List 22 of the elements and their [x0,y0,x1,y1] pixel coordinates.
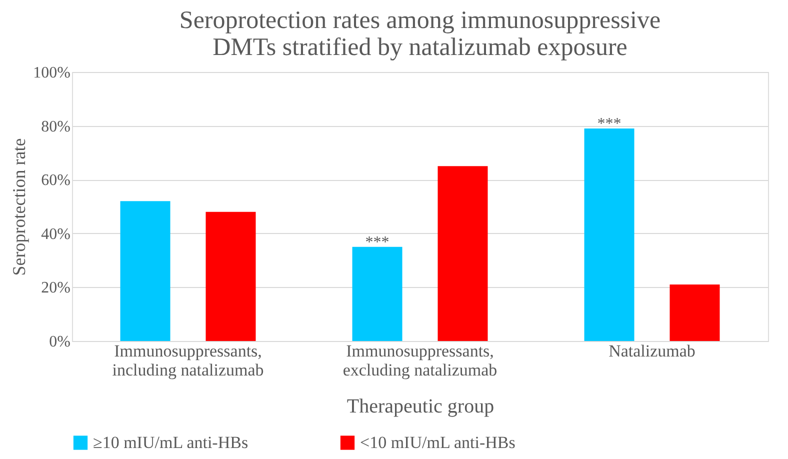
y-tick-label: 0% [49,334,70,350]
y-axis-title: Seroprotection rate [9,138,30,276]
chart-title: Seroprotection rates among immunosuppressive DMTs stratified by natalizumab exposure [179,7,661,61]
y-tick-label: 20% [41,280,70,297]
y-tick-label: 80% [41,118,70,136]
bar [120,201,170,341]
y-tick-label: 40% [41,226,70,243]
legend-label: <10 mIU/mL anti-HBs [360,432,516,452]
x-axis-title: Therapeutic group [346,396,494,418]
y-tick-label: 100% [33,64,70,82]
bar [584,128,634,341]
legend-label: ≥10 mIU/mL anti-HBs [93,432,248,452]
bar [352,246,402,341]
y-tick-label: 60% [41,172,70,190]
data-label: *** [597,115,622,132]
x-tick-label: Immunosuppressants, excluding natalizumab [342,342,498,380]
x-tick-label: Natalizumab [608,342,696,360]
bar [670,284,720,341]
x-tick-label: Immunosuppressants, including natalizumab [112,342,264,380]
data-label: *** [365,234,390,251]
bar [206,212,256,341]
bar [438,166,488,341]
